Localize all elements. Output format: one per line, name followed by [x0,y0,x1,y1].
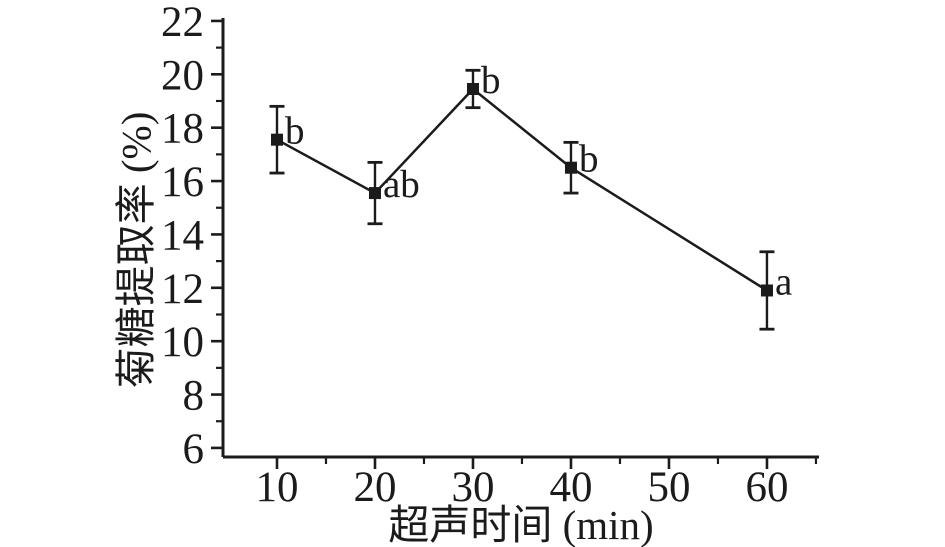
series-layer: b ab b b a [269,59,792,331]
x-tick-label: 60 [745,464,788,511]
significance-label: a [775,260,792,303]
y-tick-label: 14 [161,212,204,259]
y-tick-label: 12 [161,266,204,313]
data-point-marker [760,284,773,297]
x-tick-label: 20 [353,464,396,511]
significance-label: b [481,59,501,102]
x-tick-label: 40 [549,464,592,511]
data-point-marker [270,133,283,146]
x-tick-label: 50 [647,464,690,511]
significance-label: b [285,110,305,153]
y-tick-label: 20 [161,52,204,99]
x-tick-label: 10 [255,464,298,511]
axes-layer: 6 8 10 12 14 16 18 20 22 10 20 30 40 50 60 [161,0,819,511]
y-tick-label: 8 [183,373,205,420]
data-point-marker [466,82,479,95]
x-tick-label: 30 [451,464,494,511]
y-tick-label: 22 [161,0,204,46]
data-line [276,87,768,292]
data-point-marker [368,187,381,200]
y-axis-title: 菊糖提取率 (%) [113,112,159,389]
y-tick-label: 6 [183,426,205,473]
x-axis-title: 超声时间 (min) [388,502,653,547]
y-tick-label: 18 [161,106,204,153]
data-point-marker [564,161,577,174]
y-tick-label: 10 [161,319,204,366]
significance-label: b [579,138,599,181]
significance-label: ab [383,163,420,206]
y-tick-label: 16 [161,159,204,206]
